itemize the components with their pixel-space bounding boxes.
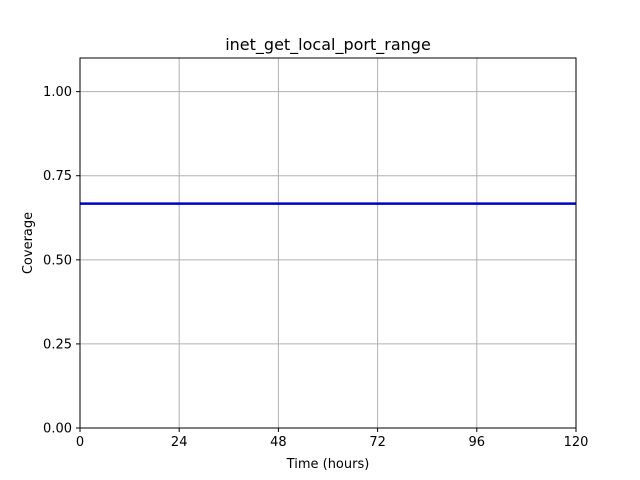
y-tick-label: 0.75 — [43, 169, 72, 184]
x-tick-label: 120 — [564, 435, 589, 450]
grid — [79, 58, 577, 429]
x-tick-label: 24 — [171, 435, 188, 450]
x-tick-label: 96 — [469, 435, 486, 450]
x-tick-label: 0 — [76, 435, 84, 450]
y-axis-label: Coverage — [21, 212, 36, 274]
chart-title: inet_get_local_port_range — [225, 35, 431, 55]
x-tick-label: 72 — [369, 435, 386, 450]
y-tick-label: 0.25 — [43, 337, 72, 352]
plot-frame — [79, 57, 577, 429]
y-tick-label: 1.00 — [43, 85, 72, 100]
y-axis: 0.00 0.25 0.50 0.75 1.00 — [43, 85, 80, 437]
x-axis-label: Time (hours) — [286, 457, 370, 472]
y-tick-label: 0.50 — [43, 253, 72, 268]
x-axis: 0 24 48 72 96 120 — [76, 428, 589, 450]
y-tick-label: 0.00 — [43, 422, 72, 437]
x-tick-label: 48 — [270, 435, 287, 450]
